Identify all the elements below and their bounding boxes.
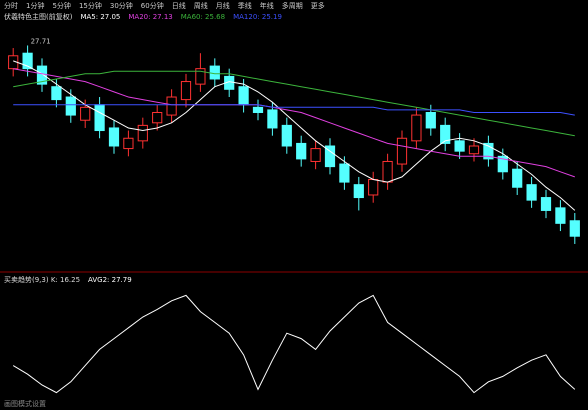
- legend-entry: MA120: 25.19: [233, 13, 282, 21]
- legend-entry: MA5: 27.05: [80, 13, 120, 21]
- panel-title: 伏羲特色主图(前复权): [4, 12, 73, 21]
- toolbar-item[interactable]: 年线: [260, 1, 274, 10]
- legend-entry: MA60: 25.68: [181, 13, 225, 21]
- candle-body: [281, 124, 292, 147]
- candle-body: [252, 106, 264, 113]
- candle-body: [569, 220, 580, 237]
- candle-body: [209, 65, 220, 80]
- candle-body: [152, 111, 163, 124]
- ma-line: [12, 294, 576, 394]
- candle-body: [483, 142, 494, 160]
- candle-body: [195, 68, 206, 85]
- candle-body: [108, 127, 120, 147]
- candle-body: [80, 106, 91, 121]
- ma-line: [13, 68, 575, 178]
- candle-body: [353, 184, 364, 199]
- toolbar-item[interactable]: 60分钟: [141, 1, 164, 10]
- candle-body: [526, 184, 537, 201]
- candle-body: [454, 140, 465, 152]
- candle-body: [468, 145, 480, 155]
- candle-body: [22, 52, 33, 70]
- toolbar-item[interactable]: 1分钟: [26, 1, 44, 10]
- toolbar-item[interactable]: 月线: [216, 1, 230, 10]
- candle-body: [440, 124, 451, 144]
- legend-entry: MA20: 27.13: [128, 13, 172, 21]
- toolbar-item[interactable]: 5分钟: [52, 1, 70, 10]
- candle-body: [540, 197, 552, 211]
- footer: 画图模式设置: [4, 399, 46, 408]
- toolbar-item[interactable]: 更多: [311, 1, 325, 10]
- toolbar-item[interactable]: 周线: [194, 1, 208, 10]
- legend-entry: AVG2: 27.79: [88, 276, 132, 284]
- candle-body: [324, 145, 336, 168]
- candle-body: [497, 155, 508, 173]
- ma-line: [13, 70, 575, 137]
- candle-body: [180, 81, 192, 101]
- candle-body: [51, 86, 62, 101]
- candle-body: [65, 96, 76, 116]
- toolbar-item[interactable]: 季线: [238, 1, 252, 10]
- candle-body: [382, 160, 393, 183]
- ma-line: [13, 60, 576, 211]
- toolbar-item[interactable]: 15分钟: [79, 1, 102, 10]
- candle-body: [310, 148, 321, 162]
- ma-line: [13, 104, 575, 116]
- toolbar-item[interactable]: 多周期: [282, 1, 303, 10]
- toolbar-item[interactable]: 日线: [172, 1, 186, 10]
- candle-body: [296, 142, 307, 160]
- candle-body: [94, 104, 105, 132]
- candle-body: [339, 163, 350, 183]
- candle-body: [238, 86, 249, 106]
- candle-body: [267, 109, 278, 129]
- candle-body: [368, 179, 379, 196]
- toolbar-item[interactable]: 30分钟: [110, 1, 133, 10]
- candle-body: [555, 207, 566, 224]
- high-label: 27.71: [31, 37, 51, 45]
- panel-title: 买卖趋势(9,3) K: 16.25: [4, 275, 80, 284]
- candle-body: [425, 111, 436, 129]
- candle-body: [396, 137, 408, 165]
- toolbar-item[interactable]: 分时: [4, 1, 18, 10]
- candle-body: [411, 114, 422, 142]
- candle-body: [512, 168, 523, 188]
- candle-body: [166, 96, 177, 116]
- candle-body: [137, 124, 148, 142]
- candle-body: [123, 137, 134, 150]
